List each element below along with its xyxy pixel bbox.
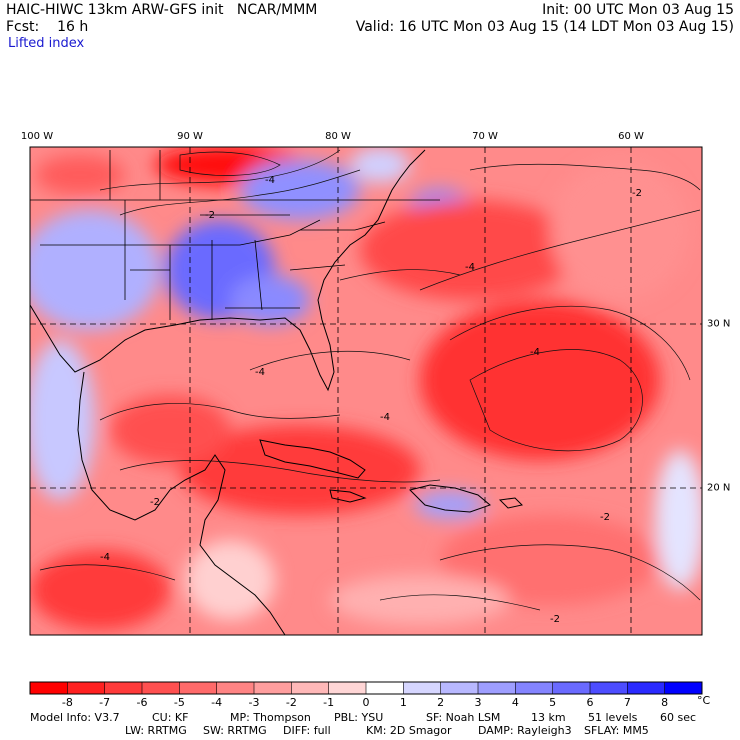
colorbar-tick-label: 3 xyxy=(474,696,482,709)
contour-label: -2 xyxy=(205,210,215,221)
model-info-levels: 51 levels xyxy=(588,711,638,724)
colorbar-swatch xyxy=(478,682,516,694)
lat-label-20n: 20 N xyxy=(707,482,731,494)
colorbar-tick-label: 0 xyxy=(362,696,370,709)
model-info-sf: SF: Noah LSM xyxy=(426,711,501,724)
lon-label-80w: 80 W xyxy=(325,131,351,142)
init-time: Init: 00 UTC Mon 03 Aug 15 xyxy=(542,2,734,18)
model-info-version: Model Info: V3.7 xyxy=(30,711,120,724)
state-borders xyxy=(30,150,440,320)
contour-label: -2 xyxy=(600,512,610,523)
valid-time: Valid: 16 UTC Mon 03 Aug 15 (14 LDT Mon … xyxy=(355,19,734,35)
colorbar-tick-label: 2 xyxy=(437,696,445,709)
model-info-damp: DAMP: Rayleigh3 xyxy=(478,724,572,737)
lon-label-70w: 70 W xyxy=(472,131,498,142)
colorbar-tick-label: -1 xyxy=(323,696,335,709)
colorbar-swatch xyxy=(30,682,68,694)
model-info-sw: SW: RRTMG xyxy=(203,724,267,737)
contour-label: -2 xyxy=(150,497,160,508)
contour-label: -2 xyxy=(550,614,560,625)
model-info-lw: LW: RRTMG xyxy=(125,724,187,737)
colorbar-tick-label: 1 xyxy=(399,696,407,709)
model-info-pbl: PBL: YSU xyxy=(334,711,384,724)
lon-label-100w: 100 W xyxy=(20,131,54,142)
colorbar-swatch xyxy=(552,682,591,694)
colorbar-tick-label: -2 xyxy=(285,696,297,709)
lon-label-60w: 60 W xyxy=(618,131,644,142)
colorbar-swatch xyxy=(216,682,255,694)
lon-label-90w: 90 W xyxy=(177,131,203,142)
colorbar-swatch xyxy=(291,682,330,694)
contour-label: -2 xyxy=(632,188,642,199)
colorbar-swatch xyxy=(254,682,292,694)
model-info-sflay: SFLAY: MM5 xyxy=(584,724,649,737)
lat-label-30n: 30 N xyxy=(707,318,731,330)
colorbar-tick-label: -4 xyxy=(211,696,223,709)
model-info-mp: MP: Thompson xyxy=(230,711,311,724)
colorbar-tick-label: -7 xyxy=(99,696,111,709)
colorbar-tick-label: -3 xyxy=(248,696,260,709)
colorbar xyxy=(29,681,703,695)
colorbar-unit: °C xyxy=(697,694,711,707)
model-info-step: 60 sec xyxy=(660,711,697,724)
field-name: Lifted index xyxy=(8,36,85,51)
model-title: HAIC-HIWC 13km ARW-GFS init NCAR/MMM xyxy=(6,2,318,18)
contour-label: -4 xyxy=(380,412,390,423)
colorbar-swatch xyxy=(104,682,143,694)
map-frame xyxy=(29,146,703,636)
coastlines xyxy=(30,149,524,635)
colorbar-tick-label: -5 xyxy=(173,696,185,709)
colorbar-swatch xyxy=(67,682,106,694)
colorbar-swatch xyxy=(590,682,628,694)
colorbar-swatch xyxy=(515,682,554,694)
model-info-diff: DIFF: full xyxy=(283,724,331,737)
model-info-cu: CU: KF xyxy=(152,711,189,724)
colorbar-tick-label: 4 xyxy=(511,696,519,709)
forecast-hour: Fcst: 16 h xyxy=(6,19,89,35)
colorbar-swatch xyxy=(664,682,703,694)
contour-label: -4 xyxy=(255,367,265,378)
contour-label: -4 xyxy=(100,552,110,563)
colorbar-swatch xyxy=(179,682,218,694)
colorbar-tick-label: 5 xyxy=(549,696,557,709)
colorbar-swatch xyxy=(366,682,404,694)
colorbar-tick-label: 6 xyxy=(586,696,594,709)
model-info-res: 13 km xyxy=(531,711,566,724)
contour-label: -4 xyxy=(530,347,540,358)
graticule xyxy=(30,147,702,635)
colorbar-swatch xyxy=(627,682,666,694)
colorbar-tick-label: 7 xyxy=(623,696,631,709)
colorbar-swatch xyxy=(403,682,442,694)
model-info-km: KM: 2D Smagor xyxy=(366,724,452,737)
contour-labels: -4 -2 -2 -4 -4 -4 -2 -2 -2 -4 -4 xyxy=(100,175,642,625)
colorbar-tick-label: -8 xyxy=(61,696,73,709)
contour-lines xyxy=(39,149,701,611)
colorbar-swatch xyxy=(440,682,479,694)
contour-label: -4 xyxy=(265,175,275,186)
colorbar-swatch xyxy=(328,682,367,694)
colorbar-tick-label: 8 xyxy=(661,696,669,709)
colorbar-tick-label: -6 xyxy=(136,696,148,709)
colorbar-swatch xyxy=(142,682,180,694)
contour-label: -4 xyxy=(465,262,475,273)
org-label: NCAR/MMM xyxy=(236,2,318,18)
